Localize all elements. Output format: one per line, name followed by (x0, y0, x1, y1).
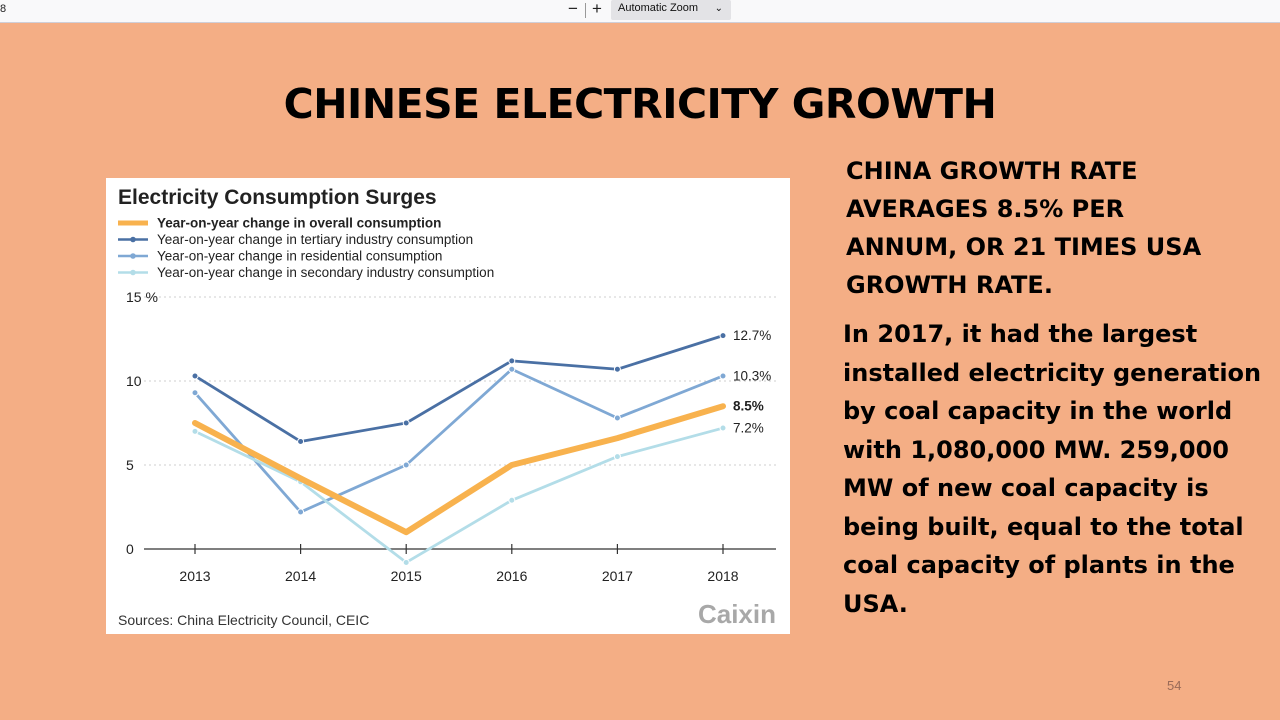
zoom-out-button[interactable]: − (568, 0, 578, 18)
data-point (719, 332, 727, 340)
legend-item: Year-on-year change in overall consumpti… (118, 216, 441, 231)
series-group: 10.3% (191, 365, 771, 516)
chart-legend: Year-on-year change in overall consumpti… (118, 216, 494, 280)
series-group: 8.5% (192, 399, 764, 536)
y-axis: 0 5 10 15 % (126, 289, 158, 557)
zoom-in-button[interactable]: + (592, 0, 602, 18)
legend-label: Year-on-year change in residential consu… (157, 249, 442, 264)
line-chart: Electricity Consumption Surges Year-on-y… (118, 186, 776, 629)
x-tick-label: 2018 (707, 568, 738, 584)
data-point (508, 496, 516, 504)
caixin-logo: Caixin (698, 599, 776, 629)
data-point (508, 357, 516, 365)
toolbar-separator (585, 3, 586, 18)
data-point (402, 461, 410, 469)
end-value-label: 10.3% (733, 368, 771, 383)
x-tick-label: 2016 (496, 568, 527, 584)
y-tick-label: 10 (126, 373, 142, 389)
end-value-label: 12.7% (733, 328, 771, 343)
data-point (191, 427, 199, 435)
legend-label: Year-on-year change in secondary industr… (157, 265, 494, 280)
data-point (402, 558, 410, 566)
legend-marker (130, 236, 136, 243)
series-line (193, 367, 725, 514)
data-point (508, 365, 516, 373)
chart-source: Sources: China Electricity Council, CEIC (118, 612, 369, 628)
data-point (191, 372, 199, 380)
end-value-label: 8.5% (733, 399, 764, 414)
data-point (402, 419, 410, 427)
y-tick-label: 5 (126, 457, 134, 473)
data-point (297, 508, 305, 516)
data-point (613, 414, 621, 422)
x-tick-label: 2015 (391, 568, 422, 584)
data-point (719, 372, 727, 380)
legend-item: Year-on-year change in tertiary industry… (118, 232, 473, 247)
side-heading: CHINA GROWTH RATE AVERAGES 8.5% PER ANNU… (846, 157, 1202, 299)
page-number-indicator: 8 (0, 3, 7, 15)
x-axis: 2013 2014 2015 2016 2017 2018 (144, 544, 776, 584)
legend-marker (130, 253, 136, 259)
chart-series: 12.7% 10.3% 7.2% 8.5% (191, 328, 771, 566)
pdf-toolbar: 8 − + Automatic Zoom ⌄ (0, 0, 1280, 23)
data-point (297, 437, 305, 445)
zoom-select-value: Automatic Zoom (618, 2, 699, 14)
y-tick-label: 15 % (126, 289, 158, 305)
series-line (192, 403, 726, 536)
chart-title: Electricity Consumption Surges (118, 186, 437, 209)
end-value-label: 7.2% (733, 421, 764, 436)
side-body-text: In 2017, it had the largest installed el… (843, 320, 1262, 618)
chart-grid (144, 296, 776, 466)
series-line (193, 426, 725, 564)
data-point (719, 424, 727, 432)
zoom-select[interactable]: Automatic Zoom ⌄ (611, 0, 731, 20)
legend-label: Year-on-year change in overall consumpti… (157, 216, 441, 231)
x-tick-label: 2013 (179, 568, 210, 584)
data-point (191, 389, 199, 397)
x-tick-label: 2017 (602, 568, 633, 584)
chevron-down-icon: ⌄ (714, 3, 723, 14)
slide-page-number: 54 (1167, 678, 1182, 693)
legend-marker (130, 269, 136, 276)
series-group: 12.7% (191, 328, 771, 445)
legend-label: Year-on-year change in tertiary industry… (157, 232, 473, 247)
data-point (613, 453, 621, 461)
x-tick-label: 2014 (285, 568, 316, 584)
series-group: 7.2% (191, 421, 764, 566)
legend-item: Year-on-year change in secondary industr… (118, 265, 494, 280)
y-tick-label: 0 (126, 541, 134, 557)
legend-item: Year-on-year change in residential consu… (118, 249, 442, 264)
data-point (613, 365, 621, 373)
series-line (193, 334, 725, 443)
chart-panel: Electricity Consumption Surges Year-on-y… (106, 178, 790, 634)
slide-title: CHINESE ELECTRICITY GROWTH (283, 80, 997, 128)
